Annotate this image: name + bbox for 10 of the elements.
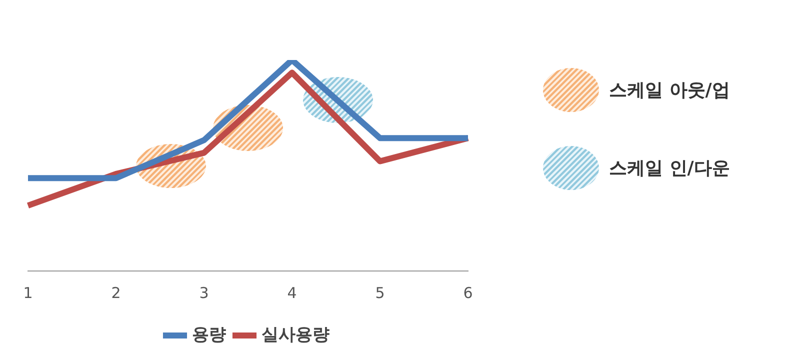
x-tick-label: 1 bbox=[23, 284, 33, 302]
text: 스케일 인/다운 bbox=[609, 157, 730, 180]
legend-label: 실사용량 bbox=[262, 324, 330, 345]
legend-label: 용량 bbox=[192, 324, 226, 345]
x-tick-label: 6 bbox=[463, 284, 473, 302]
x-tick-label: 2 bbox=[111, 284, 121, 302]
text: 스케일 아웃/업 bbox=[609, 79, 730, 102]
x-tick-label: 4 bbox=[287, 284, 297, 302]
x-tick-label: 3 bbox=[199, 284, 209, 302]
x-tick-label: 5 bbox=[375, 284, 385, 302]
